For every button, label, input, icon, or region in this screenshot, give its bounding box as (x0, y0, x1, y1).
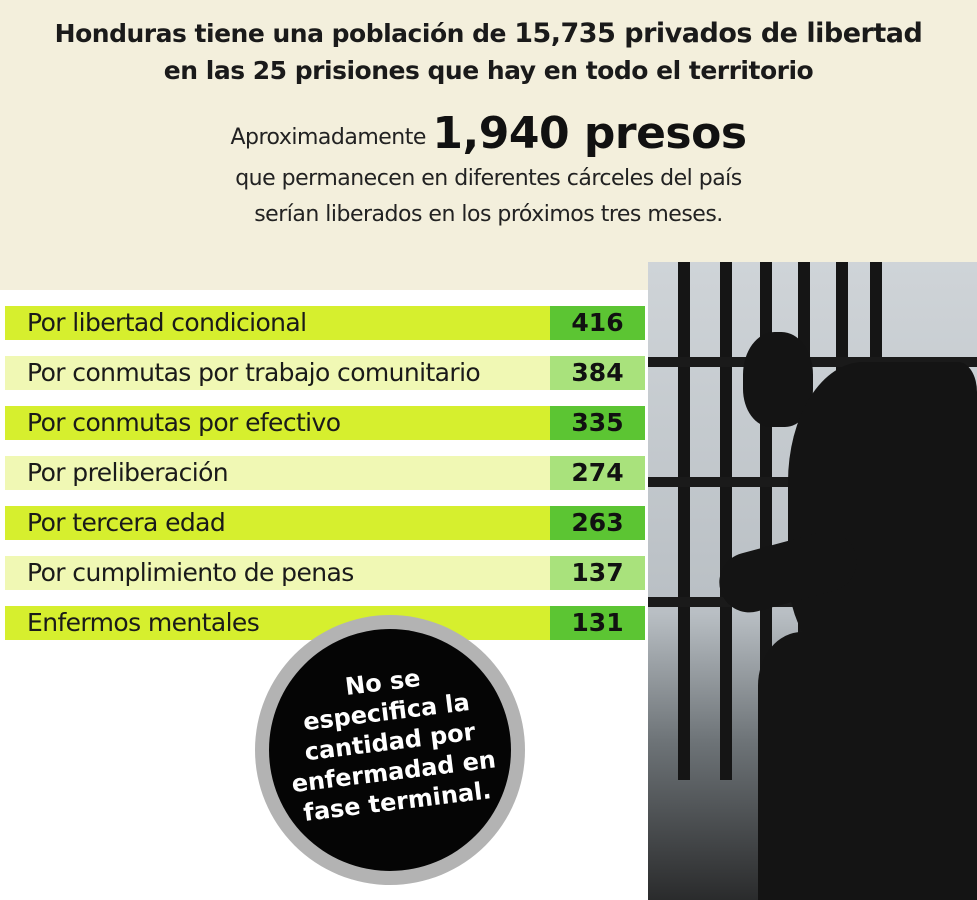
subtitle-line-2: serían liberados en los próximos tres me… (254, 202, 723, 227)
approx-line: Aproximadamente 1,940 presos (230, 108, 747, 159)
row-label: Enfermos mentales (27, 608, 260, 637)
table-row: Por conmutas por trabajo comunitario 384 (5, 356, 645, 390)
row-value: 263 (550, 506, 645, 540)
table-row: Por preliberación 274 (5, 456, 645, 490)
row-value: 384 (550, 356, 645, 390)
row-value: 131 (550, 606, 645, 640)
row-label: Por conmutas por trabajo comunitario (27, 358, 481, 387)
row-value: 335 (550, 406, 645, 440)
header-panel (0, 0, 977, 290)
table-row: Por conmutas por efectivo 335 (5, 406, 645, 440)
subtitle-line-1: que permanecen en diferentes cárceles de… (235, 166, 742, 191)
row-value: 416 (550, 306, 645, 340)
row-label: Por libertad condicional (27, 308, 307, 337)
table-row: Por tercera edad 263 (5, 506, 645, 540)
row-label: Por tercera edad (27, 508, 226, 537)
headline-line-1: Honduras tiene una población de 15,735 p… (54, 18, 923, 49)
note-text: No se especifica la cantidad por enfermadad… (290, 663, 498, 827)
row-value: 274 (550, 456, 645, 490)
row-value: 137 (550, 556, 645, 590)
prisoner-photo (648, 262, 977, 900)
note-badge: No se especifica la cantidad por enfermadad… (255, 615, 525, 885)
row-label: Por cumplimiento de penas (27, 558, 354, 587)
headline-line-2: en las 25 prisiones que hay en todo el t… (163, 56, 814, 85)
row-label: Por preliberación (27, 458, 229, 487)
table-row: Por libertad condicional 416 (5, 306, 645, 340)
row-label: Por conmutas por efectivo (27, 408, 341, 437)
table-row: Por cumplimiento de penas 137 (5, 556, 645, 590)
